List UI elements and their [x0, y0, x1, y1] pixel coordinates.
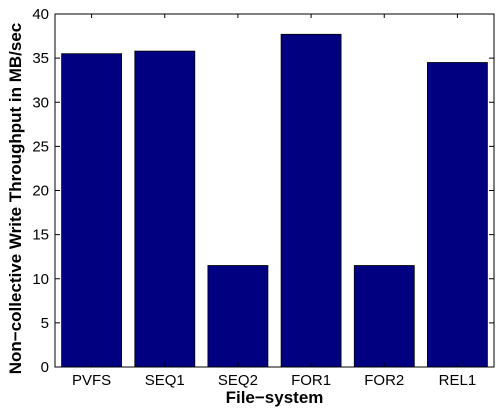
- y-tick-label: 40: [32, 6, 49, 23]
- y-axis-ticks: 0 5 10 15 20 25 30 35 40: [32, 6, 494, 376]
- y-tick-label: 30: [32, 94, 49, 111]
- x-tick-label: REL1: [439, 372, 477, 389]
- y-axis-label: Non−collective Write Throughput in MB/se…: [6, 23, 25, 375]
- x-tick-label: PVFS: [72, 372, 111, 389]
- bar-seq1: [134, 50, 196, 368]
- bar-pvfs: [61, 53, 122, 368]
- plot-frame: [54, 13, 495, 368]
- x-tick-label: SEQ2: [218, 372, 258, 389]
- bar-seq2: [207, 265, 269, 368]
- y-tick-label: 5: [41, 315, 49, 332]
- x-axis-ticks: PVFS SEQ1 SEQ2 FOR1 FOR2 REL1: [72, 14, 476, 389]
- x-tick-label: FOR1: [291, 372, 331, 389]
- x-axis-label: File−system: [226, 388, 324, 407]
- y-tick-label: 10: [32, 271, 49, 288]
- y-tick-label: 15: [32, 227, 49, 244]
- y-tick-label: 0: [41, 359, 49, 376]
- x-tick-label: FOR2: [364, 372, 404, 389]
- y-tick-label: 35: [32, 50, 49, 67]
- x-tick-label: SEQ1: [145, 372, 185, 389]
- bar-for2: [353, 265, 415, 368]
- bars-group: [61, 33, 488, 368]
- bar-for1: [280, 33, 342, 368]
- y-tick-label: 25: [32, 138, 49, 155]
- y-tick-label: 20: [32, 183, 49, 200]
- bar-rel1: [426, 62, 488, 368]
